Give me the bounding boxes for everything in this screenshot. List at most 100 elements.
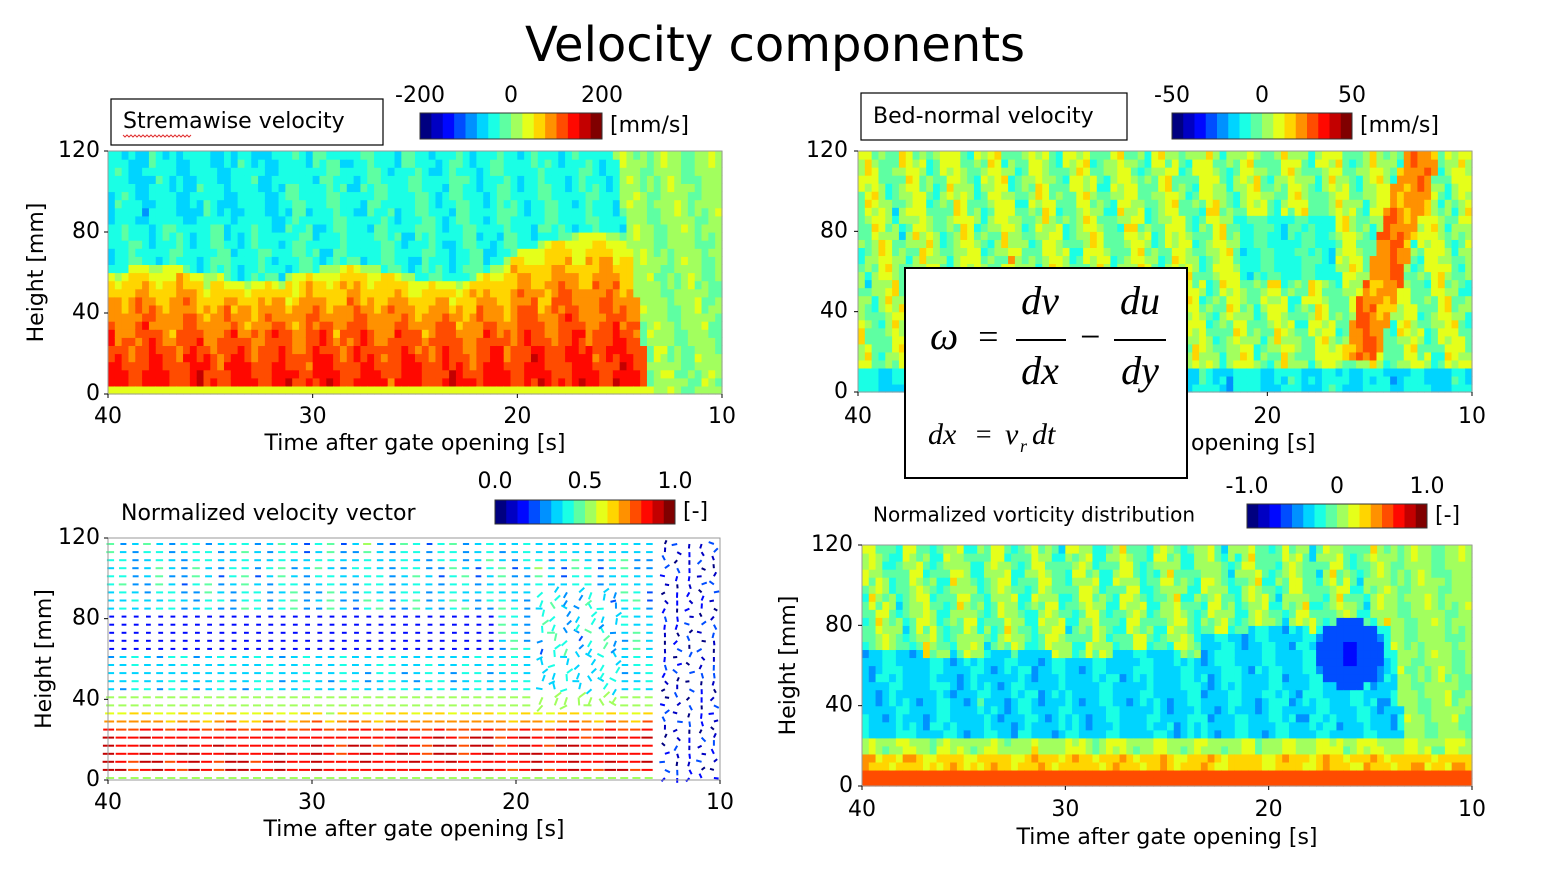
field-cell: [681, 240, 689, 249]
field-cell: [196, 304, 205, 314]
field-cell: [1192, 375, 1200, 385]
field-cell: [162, 313, 170, 322]
field-cell: [1260, 239, 1268, 248]
field-cell: [1144, 247, 1152, 257]
field-cell: [251, 232, 259, 241]
field-cell: [278, 207, 286, 217]
field-cell: [933, 239, 941, 248]
field-cell: [380, 337, 389, 346]
field-cell: [121, 175, 130, 184]
field-cell: [1062, 151, 1071, 160]
field-cell: [169, 215, 177, 225]
x-tick-label: 10: [708, 404, 736, 429]
field-cell: [858, 327, 866, 337]
field-cell: [626, 167, 634, 176]
field-cell: [367, 377, 375, 387]
field-cell: [1014, 159, 1023, 168]
field-cell: [1246, 271, 1255, 281]
field-cell: [619, 361, 628, 371]
field-cell: [449, 151, 457, 160]
field-cell: [394, 167, 402, 176]
field-cell: [660, 248, 669, 257]
field-cell: [442, 240, 450, 249]
field-cell: [694, 304, 703, 314]
field-cell: [1246, 375, 1255, 385]
field-cell: [674, 288, 682, 298]
field-cell: [1042, 239, 1050, 248]
field-cell: [319, 151, 327, 160]
field-cell: [1049, 199, 1057, 208]
field-cell: [967, 167, 975, 176]
field-cell: [380, 240, 389, 249]
field-cell: [565, 175, 573, 184]
field-cell: [312, 304, 321, 314]
field-cell: [510, 304, 518, 314]
field-cell: [1349, 367, 1357, 377]
field-cell: [885, 183, 893, 192]
field-cell: [946, 239, 955, 248]
field-cell: [1137, 175, 1146, 184]
field-cell: [108, 353, 116, 363]
field-cell: [537, 353, 546, 363]
field-cell: [660, 329, 669, 338]
field-cell: [1253, 359, 1262, 369]
field-cell: [530, 207, 539, 217]
field-cell: [1083, 183, 1091, 192]
field-cell: [271, 151, 280, 160]
field-cell: [1185, 159, 1193, 168]
field-cell: [1137, 239, 1146, 248]
field-cell: [1362, 287, 1371, 297]
field-cell: [715, 256, 723, 265]
field-cell: [933, 191, 941, 200]
field-cell: [380, 199, 389, 209]
field-cell: [333, 264, 341, 274]
field-cell: [1287, 239, 1296, 248]
field-cell: [135, 167, 143, 176]
field-cell: [626, 183, 634, 193]
field-cell: [367, 151, 375, 160]
field-cell: [299, 321, 307, 330]
field-cell: [694, 215, 703, 225]
field-cell: [503, 183, 512, 193]
field-cell: [967, 199, 975, 208]
field-cell: [387, 296, 396, 306]
field-cell: [128, 361, 136, 371]
field-cell: [517, 321, 525, 330]
field-cell: [1335, 207, 1343, 216]
field-cell: [217, 256, 225, 265]
field-cell: [1233, 247, 1241, 257]
field-cell: [305, 175, 314, 184]
field-cell: [640, 272, 648, 282]
field-cell: [592, 272, 600, 282]
field-cell: [912, 159, 920, 168]
field-cell: [415, 345, 423, 355]
field-cell: [551, 175, 559, 184]
field-cell: [339, 151, 348, 160]
field-cell: [987, 167, 996, 176]
field-cell: [687, 329, 696, 338]
field-cell: [558, 232, 566, 241]
field-cell: [387, 313, 396, 322]
field-cell: [973, 167, 982, 176]
field-cell: [905, 239, 914, 248]
field-cell: [871, 383, 880, 393]
field-cell: [230, 191, 239, 201]
field-cell: [1212, 367, 1221, 377]
field-cell: [599, 215, 607, 225]
field-cell: [1280, 327, 1289, 337]
field-cell: [360, 313, 368, 322]
field-cell: [299, 167, 307, 176]
field-cell: [387, 337, 396, 346]
field-cell: [496, 329, 505, 338]
field-cell: [885, 167, 893, 176]
field-cell: [694, 199, 703, 209]
field-cell: [1308, 383, 1316, 393]
field-cell: [476, 248, 484, 257]
field-cell: [1130, 215, 1139, 224]
field-cell: [121, 264, 130, 274]
field-cell: [442, 264, 450, 274]
field-cell: [612, 199, 621, 209]
field-cell: [1287, 215, 1296, 224]
field-cell: [1165, 191, 1173, 200]
colorbar-step: [511, 113, 523, 139]
